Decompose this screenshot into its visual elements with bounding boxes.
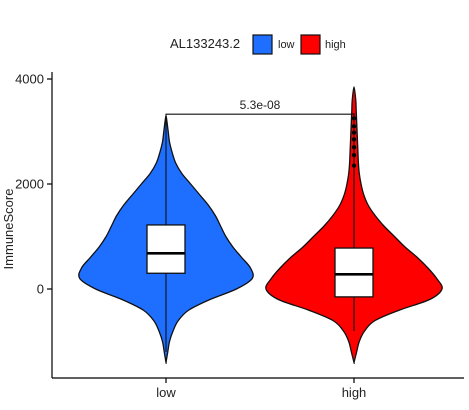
y-tick-label: 2000 [15, 177, 44, 192]
y-tick-label: 4000 [15, 72, 44, 87]
box-high [334, 247, 374, 298]
x-tick-label-low: low [156, 385, 176, 400]
legend-swatch-high [300, 34, 321, 55]
outlier-point [351, 137, 357, 142]
violins [78, 86, 443, 364]
legend-label-high: high [325, 39, 346, 51]
box-low [146, 224, 186, 274]
x-tick-label-high: high [342, 385, 367, 400]
outlier-points [351, 116, 357, 168]
outlier-point [351, 130, 357, 135]
y-axis-title: ImmuneScore [1, 189, 16, 270]
p-value-label: 5.3e-08 [240, 98, 281, 112]
outlier-point [351, 152, 357, 158]
y-ticks: 0 2000 4000 [15, 72, 52, 297]
legend-title: AL133243.2 [170, 36, 240, 51]
comparison-bracket: 5.3e-08 [165, 98, 355, 123]
outlier-point [351, 163, 357, 168]
comparison-bracket-line [165, 113, 355, 123]
outlier-point [351, 124, 357, 129]
legend-label-low: low [278, 39, 295, 51]
axes [51, 72, 464, 379]
legend: AL133243.2 low high [170, 34, 346, 55]
boxplots [146, 113, 374, 352]
x-ticks: low high [156, 378, 366, 400]
legend-swatch-low [252, 34, 273, 55]
outlier-point [351, 145, 357, 150]
y-tick-label: 0 [37, 282, 44, 297]
